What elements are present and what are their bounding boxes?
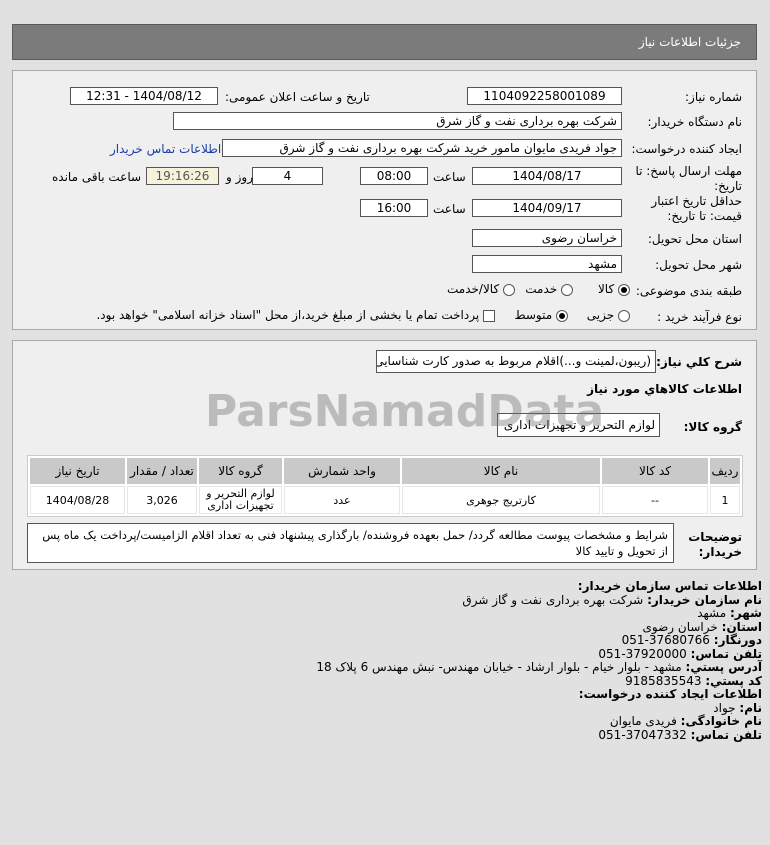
contact-postal: کد پستي: 9185835543 [625,673,762,688]
notes-label: توضیحات خریدار: [688,530,742,559]
radio-checked-icon[interactable] [618,283,630,296]
announce-field[interactable]: 1404/08/12 - 12:31 [70,87,218,105]
cell-row: 1 [710,486,740,514]
col-row: ردیف [710,458,740,484]
city-field[interactable]: مشهد [472,255,622,273]
need-number-label: شماره نیاز: [685,90,742,104]
contact-info: اطلاعات تماس سازمان خریدار: نام سازمان خ… [162,579,762,742]
option-label: کالا [597,282,615,296]
table-header-row: ردیف کد کالا نام کالا واحد شمارش گروه کا… [30,458,740,484]
city-label: شهر محل تحویل: [655,258,742,272]
cell-qty: 3,026 [127,486,197,514]
buyer-label: نام دستگاه خریدار: [647,115,743,129]
remaining-label: ساعت باقی مانده [52,170,142,184]
creator-field[interactable]: جواد فریدی مایوان مامور خرید شرکت بهره ب… [222,139,622,157]
col-unit: واحد شمارش [284,458,400,484]
process-label: نوع فرآیند خرید : [657,310,742,324]
option-label: خدمت [525,282,558,296]
cell-group: لوازم التحریر و تجهیزات اداری [199,486,282,514]
creator-label: ایجاد کننده درخواست: [631,142,742,156]
col-group: گروه کالا [199,458,282,484]
col-name: نام کالا [402,458,600,484]
cell-unit: عدد [284,486,400,514]
group-field: لوازم التحریر و تجهیزات اداری [497,413,660,437]
summary-label: شرح کلي نياز: [656,355,742,369]
option-label: متوسط [514,308,553,322]
contact-fax: دورنگار: 37680766-051 [621,633,762,647]
cell-code: -- [602,486,708,514]
category-radio-service[interactable]: خدمت [525,282,573,296]
buyer-contact-link[interactable]: اطلاعات تماس خریدار [110,142,222,156]
cell-name: کارتریج جوهری [402,486,600,514]
cell-date: 1404/08/28 [30,486,125,514]
option-label: جزیی [586,308,615,322]
radio-icon[interactable] [503,283,515,296]
option-label: کالا/خدمت [446,282,500,296]
col-code: کد کالا [602,458,708,484]
contact-province: استان: خراسان رضوی [642,619,762,634]
process-radio-minor[interactable]: جزیی [587,308,630,322]
creator-heading: اطلاعات ایجاد کننده درخواست: [578,687,762,701]
table-row: 1 -- کارتریج جوهری عدد لوازم التحریر و ت… [30,486,740,514]
page-header: جزئیات اطلاعات نیاز [12,24,757,60]
radio-checked-icon[interactable] [556,309,568,322]
contact-org: نام سازمان خریدار: شرکت بهره برداری نفت … [462,592,762,607]
contact-address: آدرس پستي: مشهد - بلوار خیام - بلوار ارش… [316,660,762,674]
process-radio-medium[interactable]: متوسط [514,308,568,322]
validity-time-label: ساعت [433,202,466,216]
treasury-note: پرداخت تمام یا بخشی از مبلغ خرید،از محل … [96,308,480,322]
validity-time-field[interactable]: 16:00 [360,199,428,217]
category-radio-both[interactable]: کالا/خدمت [447,282,515,296]
category-radio-goods[interactable]: کالا [598,282,630,296]
need-number-field[interactable]: 1104092258001089 [467,87,622,105]
buyer-field[interactable]: شرکت بهره برداری نفت و گاز شرق [173,112,622,130]
radio-icon[interactable] [618,309,630,322]
checkbox-icon[interactable] [483,309,495,322]
deadline-date-field[interactable]: 1404/08/17 [472,167,622,185]
days-label: روز و [226,170,253,184]
deadline-time-field[interactable]: 08:00 [360,167,428,185]
validity-date-field[interactable]: 1404/09/17 [472,199,622,217]
group-label: گروه کالا: [683,420,742,434]
creator-phone: تلفن تماس: 37047332-051 [598,727,762,742]
province-label: استان محل تحویل: [647,232,742,246]
deadline-time-label: ساعت [433,170,466,184]
category-label: طبقه بندی موضوعی: [635,284,742,298]
validity-label: حداقل تاریخ اعتبار قیمت: تا تاریخ: [651,194,742,223]
creator-family: نام خانوادگی: فریدی مایوان [609,714,762,728]
treasury-checkbox[interactable]: پرداخت تمام یا بخشی از مبلغ خرید،از محل … [96,308,495,322]
creator-name: نام: جواد [713,700,762,715]
announce-label: تاریخ و ساعت اعلان عمومی: [225,90,370,104]
deadline-label: مهلت ارسال پاسخ: تا تاریخ: [635,164,742,193]
contact-phone: تلفن تماس: 37920000-051 [598,646,762,661]
goods-heading: اطلاعات کالاهاي مورد نياز [587,382,742,396]
radio-icon[interactable] [561,283,573,296]
summary-field: (ریبون،لمینت و...)اقلام مربوط به صدور کا… [376,350,656,373]
contact-heading: اطلاعات تماس سازمان خریدار: [577,579,762,593]
contact-city: شهر: مشهد [697,606,762,620]
province-field[interactable]: خراسان رضوی [472,229,622,247]
col-qty: تعداد / مقدار [127,458,197,484]
notes-field: شرایط و مشخصات پیوست مطالعه گردد/ حمل بع… [27,523,674,563]
days-field[interactable]: 4 [252,167,323,185]
remaining-time-field: 19:16:26 [146,167,219,185]
goods-table: ردیف کد کالا نام کالا واحد شمارش گروه کا… [27,455,743,517]
col-date: تاریخ نیاز [30,458,125,484]
